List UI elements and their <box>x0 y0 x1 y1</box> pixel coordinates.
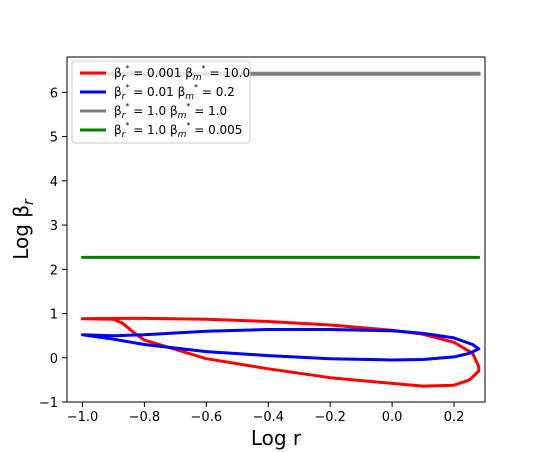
y-axis-label-sub: r <box>21 198 37 205</box>
y-tick-label: 4 <box>50 175 58 190</box>
legend-entry: βr* = 0.01 βm* = 0.2 <box>114 83 235 102</box>
legend-entry: βr* = 1.0 βm* = 1.0 <box>114 102 227 121</box>
x-tick-label: −0.2 <box>314 410 346 425</box>
x-tick-label: −0.4 <box>252 410 284 425</box>
y-tick-label: 6 <box>50 86 58 101</box>
y-tick-label: 0 <box>50 352 58 367</box>
y-tick-label: 5 <box>50 131 58 146</box>
y-axis-label: Log βr <box>9 198 37 260</box>
x-tick-label: 0.2 <box>444 410 465 425</box>
x-tick-label: −0.8 <box>129 410 161 425</box>
y-axis-label-main: Log β <box>9 205 33 260</box>
x-axis: −1.0 −0.8 −0.6 −0.4 −0.2 0.0 0.2 <box>67 402 465 425</box>
legend: βr* = 0.001 βm* = 10.0βr* = 0.01 βm* = 0… <box>71 60 251 144</box>
y-axis: −1 0 1 2 3 4 5 6 <box>39 86 67 411</box>
x-tick-label: −0.6 <box>191 410 223 425</box>
series-line-1 <box>81 316 481 388</box>
x-tick-label: −1.0 <box>67 410 99 425</box>
legend-box <box>71 60 251 144</box>
x-tick-label: 0.0 <box>382 410 403 425</box>
legend-entry: βr* = 0.001 βm* = 10.0 <box>114 64 250 83</box>
y-tick-label: 2 <box>50 263 58 278</box>
plot-frame <box>66 56 486 403</box>
x-axis-label: Log r <box>251 426 302 450</box>
y-tick-label: 1 <box>50 308 58 323</box>
y-tick-label: 3 <box>50 219 58 234</box>
legend-entry: βr* = 1.0 βm* = 0.005 <box>114 121 242 140</box>
series-line-2 <box>81 328 481 362</box>
y-tick-label: −1 <box>39 396 58 411</box>
